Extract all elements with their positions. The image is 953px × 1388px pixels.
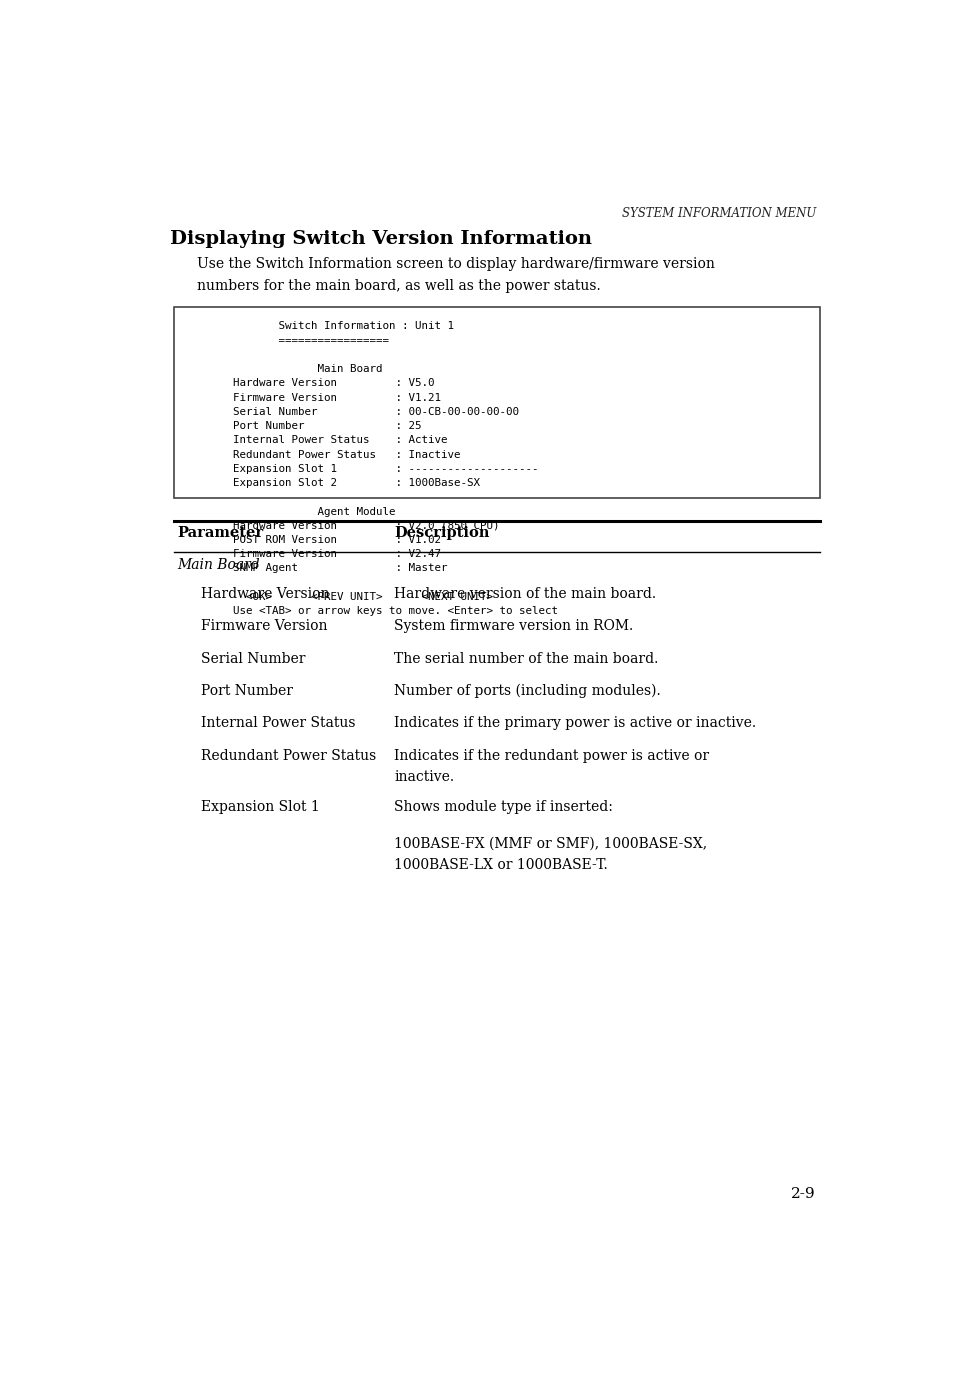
Text: Expansion Slot 1: Expansion Slot 1 xyxy=(200,799,319,813)
Text: numbers for the main board, as well as the power status.: numbers for the main board, as well as t… xyxy=(196,279,599,293)
Text: Main Board: Main Board xyxy=(177,558,260,572)
FancyBboxPatch shape xyxy=(173,308,819,498)
Text: Hardware Version         : V2.0 (850 CPU): Hardware Version : V2.0 (850 CPU) xyxy=(220,520,499,530)
Text: System firmware version in ROM.: System firmware version in ROM. xyxy=(394,619,633,633)
Text: Displaying Switch Version Information: Displaying Switch Version Information xyxy=(170,230,591,248)
Text: Firmware Version: Firmware Version xyxy=(200,619,327,633)
Text: Switch Information : Unit 1: Switch Information : Unit 1 xyxy=(220,322,454,332)
Text: Redundant Power Status: Redundant Power Status xyxy=(200,748,375,762)
Text: Expansion Slot 1         : --------------------: Expansion Slot 1 : -------------------- xyxy=(220,464,537,473)
Text: <OK>      <PREV UNIT>      <NEXT UNIT>: <OK> <PREV UNIT> <NEXT UNIT> xyxy=(220,593,493,602)
Text: Use <TAB> or arrow keys to move. <Enter> to select: Use <TAB> or arrow keys to move. <Enter>… xyxy=(220,607,558,616)
Text: Serial Number            : 00-CB-00-00-00-00: Serial Number : 00-CB-00-00-00-00 xyxy=(220,407,518,416)
Text: 2-9: 2-9 xyxy=(791,1187,815,1201)
Text: inactive.: inactive. xyxy=(394,770,454,784)
Text: Agent Module: Agent Module xyxy=(220,507,395,516)
Text: SNMP Agent               : Master: SNMP Agent : Master xyxy=(220,564,447,573)
Text: Hardware version of the main board.: Hardware version of the main board. xyxy=(394,587,656,601)
Text: Firmware Version         : V2.47: Firmware Version : V2.47 xyxy=(220,550,440,559)
Text: POST ROM Version         : V1.02: POST ROM Version : V1.02 xyxy=(220,534,440,545)
Text: The serial number of the main board.: The serial number of the main board. xyxy=(394,651,659,666)
Text: Internal Power Status: Internal Power Status xyxy=(200,716,355,730)
Text: Firmware Version         : V1.21: Firmware Version : V1.21 xyxy=(220,393,440,403)
Text: Hardware Version         : V5.0: Hardware Version : V5.0 xyxy=(220,379,434,389)
Text: Number of ports (including modules).: Number of ports (including modules). xyxy=(394,684,660,698)
Text: Description: Description xyxy=(394,526,489,540)
Text: Indicates if the primary power is active or inactive.: Indicates if the primary power is active… xyxy=(394,716,756,730)
Text: 1000BASE-LX or 1000BASE-T.: 1000BASE-LX or 1000BASE-T. xyxy=(394,858,607,872)
Text: Main Board: Main Board xyxy=(220,364,382,373)
Text: Parameter: Parameter xyxy=(177,526,263,540)
Text: Internal Power Status    : Active: Internal Power Status : Active xyxy=(220,436,447,446)
Text: Serial Number: Serial Number xyxy=(200,651,305,666)
Text: Port Number              : 25: Port Number : 25 xyxy=(220,421,421,432)
Text: Redundant Power Status   : Inactive: Redundant Power Status : Inactive xyxy=(220,450,460,459)
Text: Port Number: Port Number xyxy=(200,684,293,698)
Text: Shows module type if inserted:: Shows module type if inserted: xyxy=(394,799,613,813)
Text: Expansion Slot 2         : 1000Base-SX: Expansion Slot 2 : 1000Base-SX xyxy=(220,477,479,489)
Text: Hardware Version: Hardware Version xyxy=(200,587,329,601)
Text: SYSTEM INFORMATION MENU: SYSTEM INFORMATION MENU xyxy=(621,207,815,221)
Text: =================: ================= xyxy=(220,336,389,346)
Text: 100BASE-FX (MMF or SMF), 1000BASE-SX,: 100BASE-FX (MMF or SMF), 1000BASE-SX, xyxy=(394,837,707,851)
Text: Use the Switch Information screen to display hardware/firmware version: Use the Switch Information screen to dis… xyxy=(196,257,714,272)
Text: Indicates if the redundant power is active or: Indicates if the redundant power is acti… xyxy=(394,748,709,762)
